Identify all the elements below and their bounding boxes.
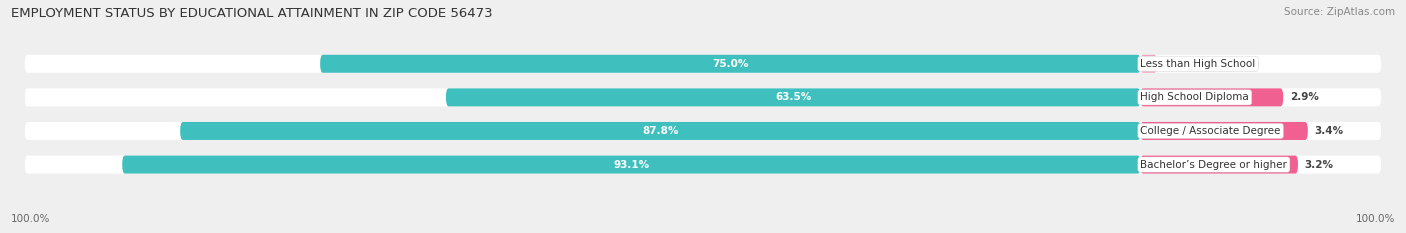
FancyBboxPatch shape <box>446 88 1140 106</box>
Text: 75.0%: 75.0% <box>713 59 748 69</box>
FancyBboxPatch shape <box>1140 122 1308 140</box>
FancyBboxPatch shape <box>25 156 1381 174</box>
Text: Bachelor’s Degree or higher: Bachelor’s Degree or higher <box>1140 160 1288 170</box>
Text: 0.0%: 0.0% <box>1163 59 1192 69</box>
FancyBboxPatch shape <box>1140 156 1298 174</box>
Text: 87.8%: 87.8% <box>643 126 679 136</box>
Text: 63.5%: 63.5% <box>775 92 811 102</box>
FancyBboxPatch shape <box>1140 55 1157 73</box>
Text: Less than High School: Less than High School <box>1140 59 1256 69</box>
FancyBboxPatch shape <box>25 88 1381 106</box>
Text: EMPLOYMENT STATUS BY EDUCATIONAL ATTAINMENT IN ZIP CODE 56473: EMPLOYMENT STATUS BY EDUCATIONAL ATTAINM… <box>11 7 494 20</box>
Text: Source: ZipAtlas.com: Source: ZipAtlas.com <box>1284 7 1395 17</box>
FancyBboxPatch shape <box>180 122 1140 140</box>
FancyBboxPatch shape <box>321 55 1140 73</box>
Text: 100.0%: 100.0% <box>11 214 51 224</box>
Text: College / Associate Degree: College / Associate Degree <box>1140 126 1281 136</box>
Text: 3.2%: 3.2% <box>1305 160 1333 170</box>
Text: High School Diploma: High School Diploma <box>1140 92 1249 102</box>
FancyBboxPatch shape <box>1140 88 1284 106</box>
Text: 93.1%: 93.1% <box>613 160 650 170</box>
FancyBboxPatch shape <box>25 122 1381 140</box>
Text: 100.0%: 100.0% <box>1355 214 1395 224</box>
Text: 3.4%: 3.4% <box>1315 126 1343 136</box>
FancyBboxPatch shape <box>25 55 1381 73</box>
Text: 2.9%: 2.9% <box>1289 92 1319 102</box>
FancyBboxPatch shape <box>122 156 1140 174</box>
